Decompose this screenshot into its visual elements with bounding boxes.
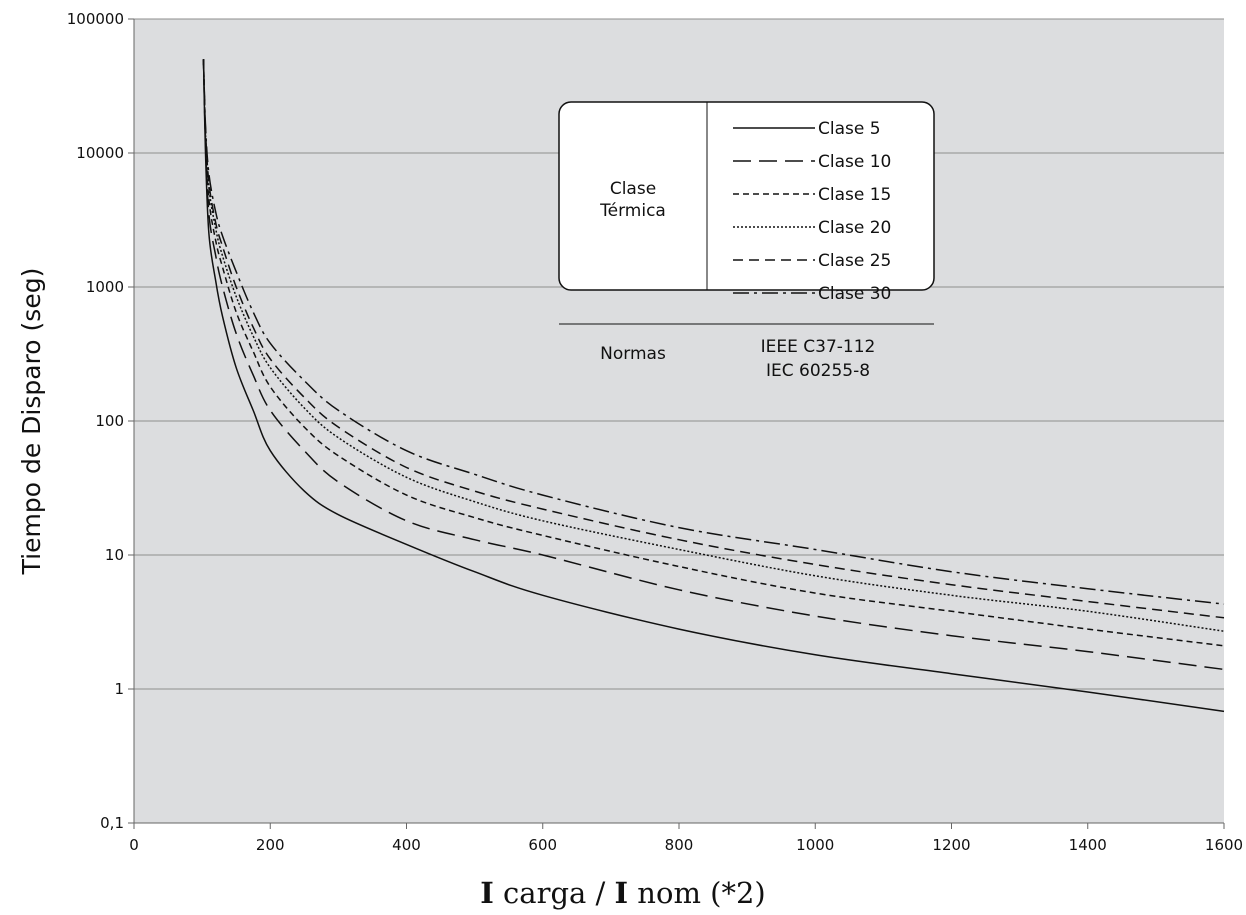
series-line — [202, 59, 1225, 647]
x-tick-label: 1400 — [1069, 836, 1107, 854]
y-tick-label: 100000 — [67, 10, 124, 28]
series-line — [202, 59, 1225, 632]
y-tick-labels: 0,1 1 10 100 1000 10000 100000 — [67, 10, 134, 832]
x-tick-label: 600 — [528, 836, 557, 854]
y-tick-label: 1 — [114, 680, 124, 698]
x-tick-label: 200 — [256, 836, 285, 854]
legend-entries: Clase 5 Clase 10 Clase 15 Clase 20 Clase 25 C… — [733, 119, 891, 304]
x-axis-label-part: nom (*2) — [628, 876, 766, 910]
x-tick-label: 800 — [665, 836, 694, 854]
y-tick-label: 1000 — [86, 278, 124, 296]
x-tick-label: 1000 — [796, 836, 834, 854]
x-axis-label-part: I — [480, 876, 494, 910]
series-line — [202, 59, 1225, 605]
legend-header-termica: Térmica — [599, 201, 666, 221]
y-tick-label: 10 — [105, 546, 124, 564]
legend-entry-label: Clase 15 — [818, 185, 891, 205]
x-tick-label: 0 — [129, 836, 139, 854]
x-axis-label-part: I — [615, 876, 629, 910]
x-tick-label: 1200 — [932, 836, 970, 854]
legend-entry-label: Clase 20 — [818, 218, 891, 238]
legend-norma-iec: IEC 60255-8 — [766, 361, 870, 381]
legend-header-normas: Normas — [600, 344, 666, 364]
legend-header-clase: Clase — [610, 179, 656, 199]
legend-entry-label: Clase 5 — [818, 119, 881, 139]
series-line — [202, 59, 1225, 619]
series-line — [202, 59, 1225, 671]
legend-norma-ieee: IEEE C37-112 — [761, 337, 876, 357]
y-tick-label: 100 — [95, 412, 124, 430]
legend-entry-label: Clase 25 — [818, 251, 891, 271]
y-tick-label: 0,1 — [100, 814, 124, 832]
x-tick-label: 1600 — [1205, 836, 1243, 854]
y-tick-label: 10000 — [76, 144, 124, 162]
x-tick-labels: 0 200 400 600 800 1000 1200 1400 1600 — [129, 823, 1243, 854]
legend-box — [558, 101, 935, 291]
legend-entry-label: Clase 10 — [818, 152, 891, 172]
x-tick-label: 400 — [392, 836, 421, 854]
legend-entry-label: Clase 30 — [818, 284, 891, 304]
x-axis-label-part: carga / — [494, 876, 615, 910]
series-line — [202, 59, 1225, 713]
y-axis-label: Tiempo de Disparo (seg) — [17, 268, 46, 576]
series-layer — [202, 59, 1225, 713]
x-axis-label: I carga / I nom (*2) — [480, 876, 766, 910]
